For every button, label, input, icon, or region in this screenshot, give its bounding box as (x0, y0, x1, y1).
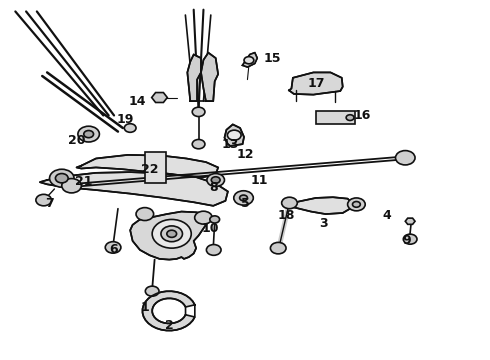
Text: 14: 14 (129, 95, 146, 108)
Polygon shape (288, 197, 352, 214)
Circle shape (347, 198, 365, 211)
Circle shape (207, 174, 224, 186)
Circle shape (195, 211, 212, 224)
FancyBboxPatch shape (316, 111, 355, 125)
Circle shape (136, 208, 154, 221)
Polygon shape (289, 72, 343, 95)
Text: 9: 9 (402, 234, 411, 247)
Circle shape (234, 191, 253, 205)
Circle shape (49, 169, 74, 187)
Text: 13: 13 (221, 138, 239, 150)
Circle shape (78, 126, 99, 142)
Polygon shape (187, 54, 201, 101)
Text: 10: 10 (202, 222, 220, 235)
Polygon shape (224, 125, 244, 146)
Circle shape (211, 177, 220, 183)
Polygon shape (152, 93, 167, 103)
Circle shape (282, 197, 297, 209)
Text: 1: 1 (141, 301, 149, 314)
Polygon shape (143, 291, 195, 330)
FancyBboxPatch shape (146, 152, 166, 183)
Text: 17: 17 (307, 77, 324, 90)
Text: 6: 6 (109, 243, 118, 256)
Polygon shape (130, 212, 208, 260)
Polygon shape (40, 172, 228, 206)
Circle shape (210, 216, 220, 223)
Circle shape (84, 131, 94, 138)
Circle shape (270, 242, 286, 254)
Text: 5: 5 (241, 197, 249, 210)
Polygon shape (243, 53, 257, 67)
Circle shape (227, 130, 241, 140)
Text: 15: 15 (263, 51, 281, 64)
Circle shape (244, 57, 254, 64)
Circle shape (167, 230, 176, 237)
Text: 4: 4 (382, 210, 391, 222)
Text: 22: 22 (141, 163, 158, 176)
Text: 18: 18 (278, 210, 295, 222)
Polygon shape (76, 155, 218, 177)
Circle shape (395, 150, 415, 165)
Circle shape (146, 286, 159, 296)
Circle shape (192, 107, 205, 117)
Circle shape (240, 195, 247, 201)
Circle shape (346, 115, 354, 121)
Circle shape (352, 202, 360, 207)
Text: 12: 12 (236, 148, 254, 161)
Circle shape (105, 242, 121, 253)
Text: 2: 2 (165, 319, 173, 332)
Circle shape (124, 124, 136, 132)
Circle shape (36, 194, 51, 206)
Text: 20: 20 (68, 134, 85, 147)
Text: 16: 16 (354, 109, 371, 122)
Text: 8: 8 (209, 181, 218, 194)
Circle shape (62, 179, 81, 193)
Circle shape (403, 234, 417, 244)
Polygon shape (405, 218, 415, 224)
Text: 11: 11 (251, 174, 269, 186)
Circle shape (192, 139, 205, 149)
Text: 19: 19 (117, 113, 134, 126)
Circle shape (152, 220, 191, 248)
Text: 3: 3 (319, 216, 327, 230)
Circle shape (161, 226, 182, 242)
Circle shape (206, 244, 221, 255)
Text: 21: 21 (75, 175, 93, 188)
Polygon shape (201, 53, 218, 101)
Text: 7: 7 (45, 197, 54, 210)
Circle shape (55, 174, 68, 183)
